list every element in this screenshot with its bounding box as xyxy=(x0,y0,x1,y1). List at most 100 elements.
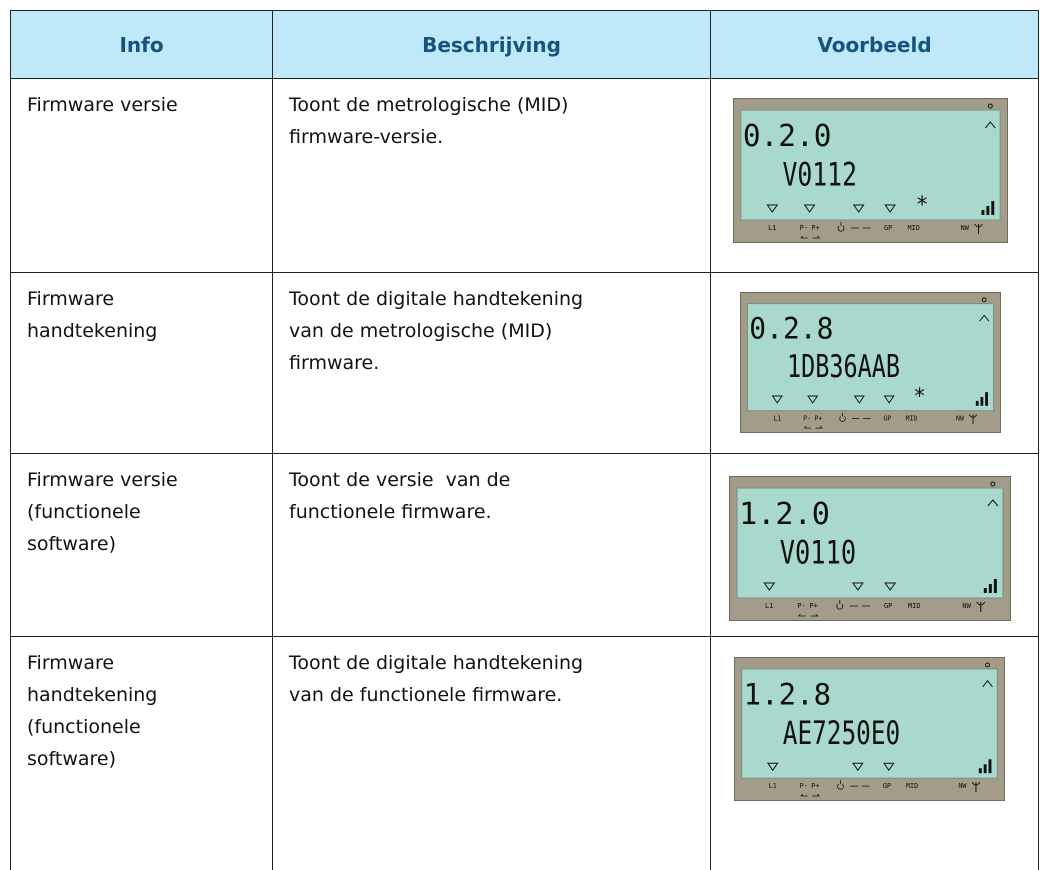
example-cell: 0.2.0 V0112 * L1 P- P+ GP MID NW xyxy=(710,78,1039,272)
info-line: handtekening xyxy=(27,320,158,342)
lcd-value: AE7250E0 xyxy=(783,715,900,752)
caret-icon xyxy=(982,680,993,688)
indicator-label: P- xyxy=(800,224,808,232)
caret-icon xyxy=(987,499,999,507)
indicator-label: NW xyxy=(962,601,971,610)
indicator-label: P+ xyxy=(811,224,819,232)
indicator-triangle xyxy=(803,204,816,213)
arrow-icons xyxy=(800,780,870,797)
indicator-triangle xyxy=(766,762,779,772)
indicator-triangle xyxy=(883,395,895,404)
antenna-icon xyxy=(971,781,981,793)
info-line: handtekening xyxy=(27,684,158,706)
info-line: Firmware versie xyxy=(27,94,178,116)
indicator-label: NW xyxy=(956,414,964,422)
description-line: functionele firmware. xyxy=(289,501,492,523)
indicator-label: L1 xyxy=(765,601,773,610)
indicator-label: L1 xyxy=(773,414,781,422)
info-cell: Firmware versie xyxy=(10,78,272,272)
indicator-label: NW xyxy=(961,224,970,232)
lcd-code: 1.2.0 xyxy=(739,497,830,532)
signal-bar xyxy=(983,588,987,593)
description-cell: Toont de metrologische (MID) firmware-ver… xyxy=(272,78,710,272)
lcd-screen xyxy=(746,303,995,412)
info-cell: Firmware handtekening (functionele software… xyxy=(10,636,272,870)
signal-bar xyxy=(991,201,995,215)
lcd-code: 0.2.0 xyxy=(743,119,832,154)
indicator-label: GP xyxy=(883,782,891,790)
indicator-label: P- xyxy=(800,782,808,790)
description-cell: Toont de versie van de functionele firmwa… xyxy=(272,453,710,636)
info-line: Firmware versie xyxy=(27,469,178,491)
signal-bar xyxy=(988,759,992,774)
lcd-code: 1.2.8 xyxy=(744,677,831,711)
indicator-triangle xyxy=(763,582,776,591)
signal-bar xyxy=(986,206,990,215)
antenna-icon xyxy=(976,601,986,612)
indicator-label: P- xyxy=(797,601,805,610)
arrow-icons xyxy=(800,222,871,239)
caret-icon xyxy=(979,314,990,322)
mid-star: * xyxy=(916,193,929,218)
indicator-triangle xyxy=(884,582,897,591)
info-line: (functionele xyxy=(27,501,141,523)
header-cell: Info xyxy=(10,10,272,78)
antenna-icon xyxy=(974,223,983,234)
indicator-triangle xyxy=(852,204,865,213)
indicator-label: GP xyxy=(884,601,892,610)
antenna-icon xyxy=(968,414,978,425)
info-line: Firmware xyxy=(27,288,115,310)
arrow-icons xyxy=(798,600,870,617)
signal-bar xyxy=(983,764,987,774)
signal-bar xyxy=(978,768,982,774)
header-cell: Voorbeeld xyxy=(710,10,1039,78)
lcd-value: V0112 xyxy=(783,155,857,193)
lcd-value: V0110 xyxy=(780,533,856,571)
indicator-label: P+ xyxy=(809,601,817,610)
signal-bar xyxy=(975,400,979,406)
description-line: Toont de digitale handtekening xyxy=(289,288,584,310)
caret-icon xyxy=(985,121,996,129)
indicator-triangle xyxy=(852,762,864,772)
indicator-triangle xyxy=(853,395,865,404)
indicator-label: GP xyxy=(883,414,891,422)
indicator-triangle xyxy=(883,762,895,772)
description-line: Toont de versie van de xyxy=(289,469,511,491)
signal-bar xyxy=(988,584,992,593)
info-line: software) xyxy=(27,748,117,770)
indicator-label: MID xyxy=(908,224,920,232)
indicator-label: P+ xyxy=(814,414,822,422)
signal-bar xyxy=(981,210,985,215)
info-line: (functionele xyxy=(27,716,141,738)
lcd-screen xyxy=(736,487,1004,599)
indicator-triangle xyxy=(766,204,779,213)
info-cell: Firmware handtekening xyxy=(10,272,272,453)
indicator-label: L1 xyxy=(768,224,776,232)
header-label: Beschrijving xyxy=(422,32,561,57)
header-label: Voorbeeld xyxy=(817,32,932,57)
lcd-code: 0.2.8 xyxy=(749,311,833,346)
indicator-label: NW xyxy=(958,782,967,790)
dot-icon xyxy=(987,103,993,109)
signal-bar xyxy=(985,392,988,406)
dot-icon xyxy=(990,481,996,487)
mid-star: * xyxy=(913,383,925,408)
signal-bar xyxy=(980,397,984,406)
indicator-label: P+ xyxy=(811,782,819,790)
description-cell: Toont de digitale handtekening van de fun… xyxy=(272,636,710,870)
example-cell: 1.2.0 V0110 L1 P- P+ GP MID NW xyxy=(710,453,1039,636)
info-line: software) xyxy=(27,533,117,555)
indicator-label: MID xyxy=(906,414,918,422)
description-cell: Toont de digitale handtekening van de met… xyxy=(272,272,710,453)
indicator-triangle xyxy=(851,582,864,591)
header-label: Info xyxy=(119,32,164,57)
info-line: Firmware xyxy=(27,652,115,674)
header-cell: Beschrijving xyxy=(272,10,710,78)
indicator-label: L1 xyxy=(769,782,777,790)
example-cell: 0.2.8 1DB36AAB * L1 P- P+ GP MID NW xyxy=(710,272,1039,453)
dot-icon xyxy=(981,297,987,303)
description-line: van de functionele firmware. xyxy=(289,684,563,706)
